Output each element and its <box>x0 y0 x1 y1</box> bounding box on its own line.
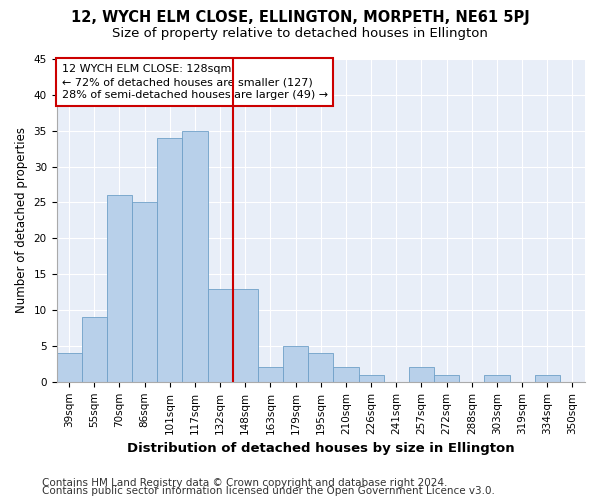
Bar <box>359 374 383 382</box>
Bar <box>434 374 459 382</box>
Bar <box>308 353 334 382</box>
Bar <box>132 202 157 382</box>
Y-axis label: Number of detached properties: Number of detached properties <box>15 128 28 314</box>
Bar <box>56 353 82 382</box>
Text: Contains public sector information licensed under the Open Government Licence v3: Contains public sector information licen… <box>42 486 495 496</box>
Bar <box>233 288 258 382</box>
Bar <box>283 346 308 382</box>
Bar <box>484 374 509 382</box>
Bar <box>182 130 208 382</box>
Bar <box>208 288 233 382</box>
Bar <box>107 196 132 382</box>
Bar <box>258 368 283 382</box>
Text: 12, WYCH ELM CLOSE, ELLINGTON, MORPETH, NE61 5PJ: 12, WYCH ELM CLOSE, ELLINGTON, MORPETH, … <box>71 10 529 25</box>
Bar <box>409 368 434 382</box>
X-axis label: Distribution of detached houses by size in Ellington: Distribution of detached houses by size … <box>127 442 515 455</box>
Bar <box>157 138 182 382</box>
Bar <box>535 374 560 382</box>
Bar <box>82 318 107 382</box>
Text: Size of property relative to detached houses in Ellington: Size of property relative to detached ho… <box>112 28 488 40</box>
Bar <box>334 368 359 382</box>
Text: Contains HM Land Registry data © Crown copyright and database right 2024.: Contains HM Land Registry data © Crown c… <box>42 478 448 488</box>
Text: 12 WYCH ELM CLOSE: 128sqm
← 72% of detached houses are smaller (127)
28% of semi: 12 WYCH ELM CLOSE: 128sqm ← 72% of detac… <box>62 64 328 100</box>
